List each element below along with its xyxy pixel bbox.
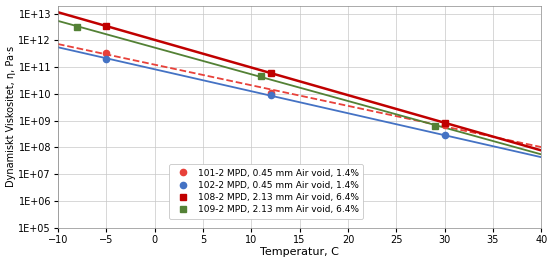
102-2 MPD, 0.45 mm Air void, 1.4%: [441, 134, 448, 137]
108-2 MPD, 2.13 mm Air void, 6.4%: [103, 24, 109, 27]
X-axis label: Temperatur, C: Temperatur, C: [260, 247, 339, 257]
109-2 MPD, 2.13 mm Air void, 6.4%: [258, 74, 264, 77]
Line: 109-2 MPD, 2.13 mm Air void, 6.4%: 109-2 MPD, 2.13 mm Air void, 6.4%: [74, 24, 438, 129]
101-2 MPD, 0.45 mm Air void, 1.4%: [103, 51, 109, 54]
108-2 MPD, 2.13 mm Air void, 6.4%: [267, 72, 274, 75]
Line: 102-2 MPD, 0.45 mm Air void, 1.4%: 102-2 MPD, 0.45 mm Air void, 1.4%: [103, 55, 448, 139]
102-2 MPD, 0.45 mm Air void, 1.4%: [267, 94, 274, 97]
109-2 MPD, 2.13 mm Air void, 6.4%: [74, 25, 81, 28]
Y-axis label: Dynamiskt Viskositet, η, Pa·s: Dynamiskt Viskositet, η, Pa·s: [6, 46, 15, 187]
108-2 MPD, 2.13 mm Air void, 6.4%: [441, 121, 448, 124]
101-2 MPD, 0.45 mm Air void, 1.4%: [267, 91, 274, 94]
Line: 108-2 MPD, 2.13 mm Air void, 6.4%: 108-2 MPD, 2.13 mm Air void, 6.4%: [103, 22, 448, 126]
Legend: 101-2 MPD, 0.45 mm Air void, 1.4%, 102-2 MPD, 0.45 mm Air void, 1.4%, 108-2 MPD,: 101-2 MPD, 0.45 mm Air void, 1.4%, 102-2…: [169, 164, 363, 219]
109-2 MPD, 2.13 mm Air void, 6.4%: [432, 124, 439, 127]
102-2 MPD, 0.45 mm Air void, 1.4%: [103, 57, 109, 60]
Line: 101-2 MPD, 0.45 mm Air void, 1.4%: 101-2 MPD, 0.45 mm Air void, 1.4%: [103, 49, 448, 128]
101-2 MPD, 0.45 mm Air void, 1.4%: [441, 123, 448, 127]
